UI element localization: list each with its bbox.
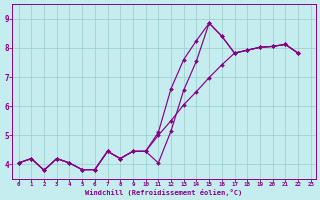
X-axis label: Windchill (Refroidissement éolien,°C): Windchill (Refroidissement éolien,°C) <box>85 189 243 196</box>
